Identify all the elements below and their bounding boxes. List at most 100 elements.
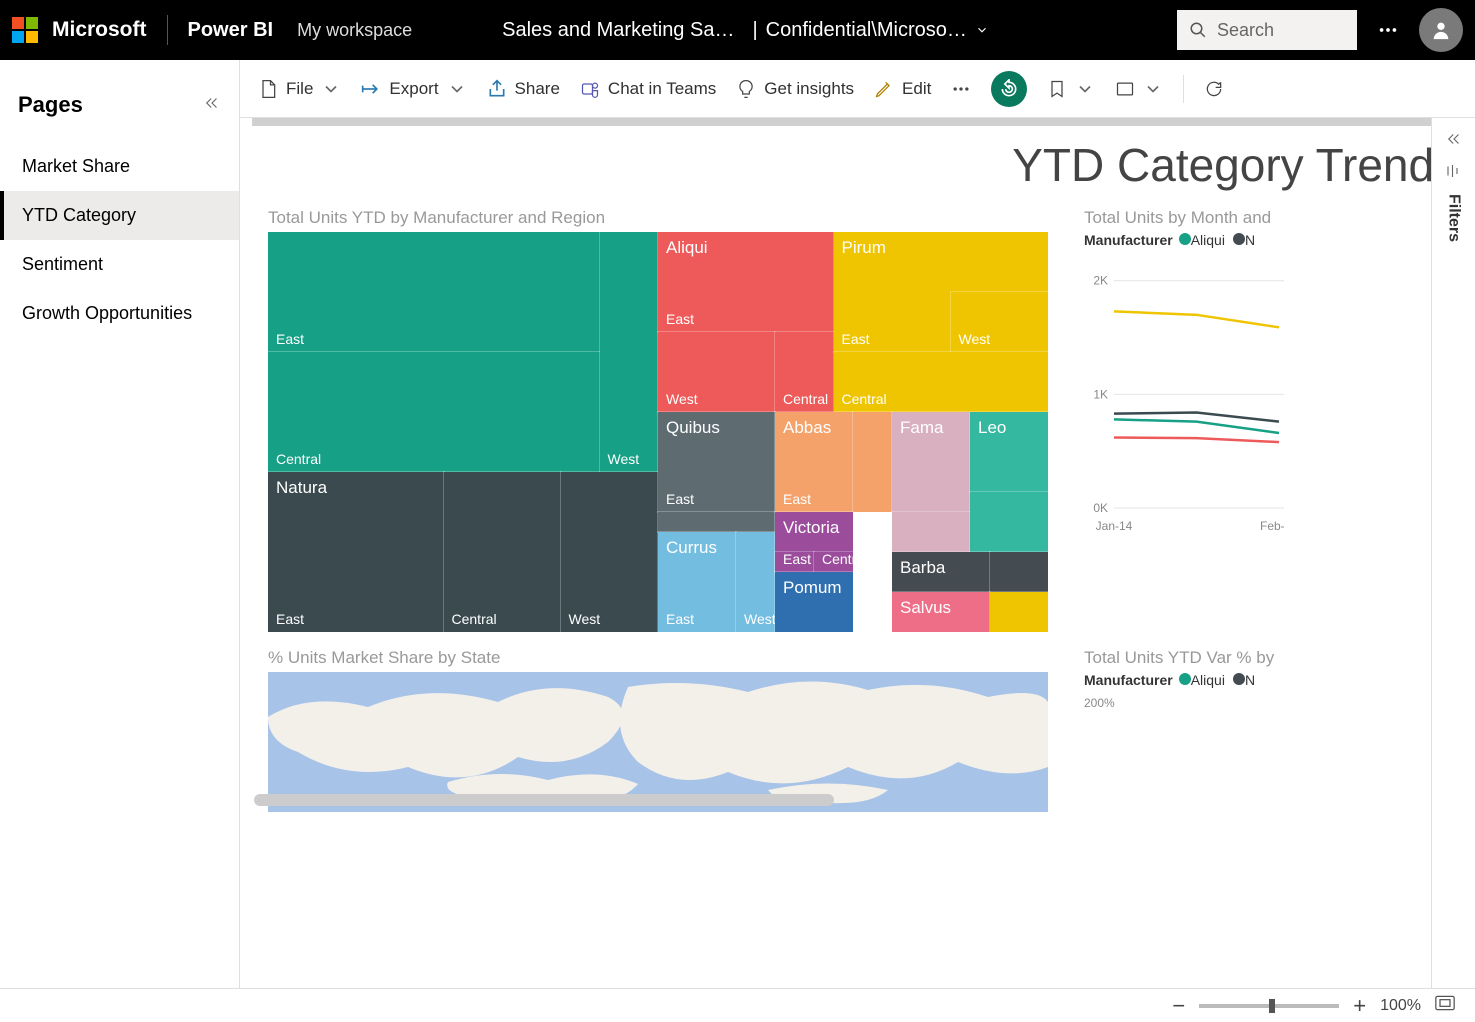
separator [167,15,168,45]
treemap-cell[interactable]: West [736,532,775,632]
filters-label: Filters [1445,194,1463,242]
svg-text:0K: 0K [1093,501,1108,515]
treemap-cell[interactable]: Central [775,332,834,412]
zoom-level: 100% [1380,997,1421,1015]
zoom-out-button[interactable]: − [1172,993,1185,1019]
map-title: % Units Market Share by State [268,648,1048,668]
lightbulb-icon [736,79,756,99]
fit-to-page-button[interactable] [1435,995,1455,1016]
bookmark-icon [1047,79,1067,99]
treemap-cell[interactable]: Central [444,472,561,632]
page-nav-item[interactable]: Market Share [0,142,239,191]
refresh-button[interactable] [1204,79,1224,99]
search-placeholder: Search [1217,20,1274,41]
treemap-cell[interactable]: Barba [892,552,990,592]
treemap-cell[interactable]: West [658,332,775,412]
more-actions-button[interactable] [951,79,971,99]
chevron-double-left-icon [203,94,221,112]
svg-text:1K: 1K [1093,387,1108,401]
treemap-cell[interactable]: West [600,232,659,472]
treemap-cell[interactable]: NaturaEast [268,472,444,632]
share-label: Share [515,79,560,99]
edit-button[interactable]: Edit [874,79,931,99]
linechart-visual[interactable]: Total Units by Month and Manufacturer Al… [1084,202,1284,632]
legend-field-label: Manufacturer [1084,232,1173,248]
report-name[interactable]: Sales and Marketing Sa… [502,19,734,42]
treemap-cell[interactable]: AbbasEast [775,412,853,512]
collapse-sidebar-button[interactable] [203,94,221,117]
file-menu-button[interactable]: File [258,79,341,99]
treemap-cell[interactable]: AliquiEast [658,232,834,332]
chevron-down-icon [1075,79,1095,99]
treemap-cell[interactable]: Leo [970,412,1048,492]
view-menu-button[interactable] [1115,79,1163,99]
treemap-cell[interactable] [892,512,970,552]
page-nav-item[interactable]: Growth Opportunities [0,289,239,338]
fit-icon [1435,995,1455,1011]
treemap-cell[interactable]: West [561,472,659,632]
ellipsis-icon [951,79,971,99]
treemap-cell[interactable]: East [268,232,600,352]
legend-label: N [1245,232,1255,248]
report-canvas: YTD Category Trend A Total Units YTD by … [240,118,1475,812]
treemap-cell[interactable]: QuibusEast [658,412,775,512]
pages-sidebar: Pages Market ShareYTD CategorySentimentG… [0,60,240,988]
treemap-visual[interactable]: Total Units YTD by Manufacturer and Regi… [268,202,1048,632]
treemap-cell[interactable]: Pomum [775,572,853,632]
legend-label: Aliqui [1191,232,1225,248]
treemap-cell[interactable]: Central [834,352,1049,412]
refresh-icon [1204,79,1224,99]
view-icon [1115,79,1135,99]
brand-microsoft: Microsoft [52,18,147,42]
legend-swatch [1233,233,1245,245]
more-options-button[interactable] [1377,19,1399,41]
workspace-name[interactable]: My workspace [297,20,412,41]
treemap-cell[interactable] [990,552,1049,592]
export-menu-button[interactable]: Export [361,79,466,99]
page-nav-item[interactable]: Sentiment [0,240,239,289]
treemap-cell[interactable] [970,492,1048,552]
legend-swatch [1179,233,1191,245]
chat-teams-button[interactable]: Chat in Teams [580,79,716,99]
bookmark-menu-button[interactable] [1047,79,1095,99]
reset-button[interactable] [991,71,1027,107]
zoom-slider[interactable] [1199,1004,1339,1008]
treemap-cell[interactable]: Salvus [892,592,990,632]
legend-swatch [1233,673,1245,685]
share-button[interactable]: Share [487,79,560,99]
legend-label: Aliqui [1191,672,1225,688]
file-label: File [286,79,313,99]
barchart-visual[interactable]: Total Units YTD Var % by Manufacturer Al… [1084,642,1284,812]
account-avatar-button[interactable] [1419,8,1463,52]
treemap-cell[interactable]: East [775,552,814,572]
zoom-in-button[interactable]: + [1353,993,1366,1019]
search-input[interactable]: Search [1177,10,1357,50]
treemap-cell[interactable] [658,512,775,532]
treemap-cell[interactable] [853,412,892,512]
legend-label: N [1245,672,1255,688]
status-bar: − + 100% [0,988,1475,1022]
export-icon [361,79,381,99]
brand-powerbi[interactable]: Power BI [188,19,274,42]
sensitivity-label: Confidential\Microso… [766,19,967,42]
treemap-cell[interactable]: Central [268,352,600,472]
sensitivity-selector[interactable]: | Confidential\Microso… [752,19,988,42]
map-svg [268,672,1048,812]
treemap-cell[interactable] [990,592,1049,632]
map-visual[interactable]: % Units Market Share by State [268,642,1048,812]
treemap-cell[interactable]: CurrusEast [658,532,736,632]
treemap-cell[interactable]: Fama [892,412,970,512]
treemap-cell[interactable]: West [951,292,1049,352]
barchart-title: Total Units YTD Var % by [1084,648,1284,668]
insights-button[interactable]: Get insights [736,79,854,99]
horizontal-scrollbar[interactable] [254,794,834,806]
page-title: YTD Category Trend A [268,138,1475,192]
treemap-cell[interactable]: Central [814,552,853,572]
page-nav-item[interactable]: YTD Category [0,191,239,240]
chevron-down-icon [1143,79,1163,99]
svg-text:Feb-14: Feb-14 [1260,519,1284,533]
filters-pane-collapsed[interactable]: Filters [1431,118,1475,988]
chat-label: Chat in Teams [608,79,716,99]
insights-label: Get insights [764,79,854,99]
chevron-down-icon [321,79,341,99]
